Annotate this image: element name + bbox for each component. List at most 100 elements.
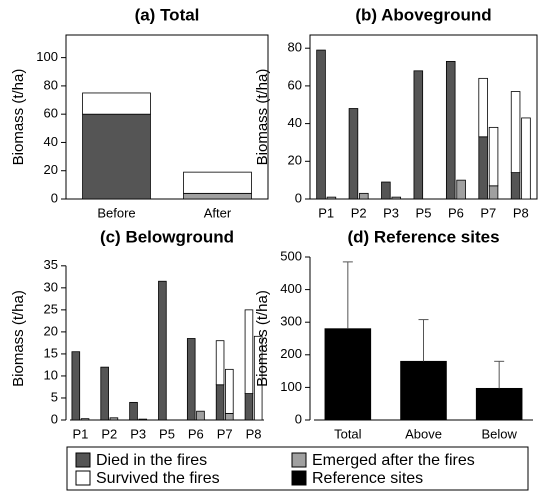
bar (82, 92, 151, 115)
legend-label: Reference sites (312, 470, 423, 487)
x-tick-label: Below (481, 426, 517, 441)
x-tick-label: Above (405, 426, 442, 441)
bar (82, 113, 151, 200)
y-tick-label: 20 (44, 162, 58, 177)
y-tick-label: 15 (44, 345, 58, 360)
bar (215, 340, 225, 386)
plot-frame (309, 34, 538, 200)
y-tick-label: 60 (44, 106, 58, 121)
panel-title: (b) Aboveground (355, 5, 491, 24)
bar (510, 91, 521, 174)
y-axis-label: Biomass (t/ha) (254, 69, 271, 166)
x-tick-label: P5 (416, 205, 432, 220)
bar (445, 60, 456, 200)
plot-frame (65, 34, 269, 200)
y-tick-label: 40 (44, 134, 58, 149)
x-tick-label: Total (334, 426, 362, 441)
bar (186, 338, 196, 421)
bar (359, 192, 369, 200)
bar (488, 185, 499, 200)
bar (381, 181, 391, 200)
bar (196, 410, 205, 421)
y-tick-label: 0 (295, 190, 302, 205)
y-axis-label: Biomass (t/ha) (10, 69, 27, 166)
x-tick-label: P7 (480, 205, 496, 220)
x-tick-label: P6 (448, 205, 464, 220)
panel-title: (d) Reference sites (347, 227, 499, 246)
x-tick-label: P2 (101, 426, 117, 441)
y-tick-label: 0 (295, 411, 302, 426)
y-tick-label: 35 (44, 257, 58, 272)
bar (475, 387, 523, 421)
x-tick-label: P2 (351, 205, 367, 220)
legend-swatch (75, 470, 91, 486)
x-tick-label: Before (97, 205, 135, 220)
y-tick-label: 0 (51, 190, 58, 205)
legend-label: Died in the fires (96, 452, 207, 469)
bar (324, 328, 372, 421)
bar (348, 108, 359, 200)
bar (244, 309, 254, 394)
y-tick-label: 500 (280, 248, 302, 263)
y-tick-label: 300 (280, 314, 302, 329)
y-tick-label: 60 (288, 77, 302, 92)
panel-title: (c) Belowground (100, 227, 234, 246)
y-tick-label: 20 (44, 323, 58, 338)
x-tick-label: P8 (513, 205, 529, 220)
bar (488, 126, 499, 187)
bar (183, 171, 252, 194)
legend-swatch (291, 452, 307, 468)
legend-swatch (75, 452, 91, 468)
y-axis-label: Biomass (t/ha) (254, 290, 271, 387)
bar (456, 179, 466, 200)
x-tick-label: P6 (188, 426, 204, 441)
y-tick-label: 100 (36, 49, 58, 64)
x-tick-label: P5 (159, 426, 175, 441)
x-tick-label: P1 (72, 426, 88, 441)
x-tick-label: P7 (217, 426, 233, 441)
bar (183, 192, 252, 200)
y-tick-label: 80 (288, 40, 302, 55)
x-tick-label: P8 (246, 426, 262, 441)
bar (225, 412, 234, 421)
y-tick-label: 20 (288, 153, 302, 168)
bar (158, 280, 167, 421)
y-axis-label: Biomass (t/ha) (10, 290, 27, 387)
y-tick-label: 100 (280, 379, 302, 394)
bar (326, 196, 337, 200)
y-tick-label: 0 (51, 411, 58, 426)
bar (71, 351, 81, 421)
y-tick-label: 30 (44, 279, 58, 294)
panel-title: (a) Total (135, 5, 200, 24)
legend-label: Survived the fires (96, 470, 220, 487)
bar (129, 401, 138, 421)
x-tick-label: P1 (318, 205, 334, 220)
y-tick-label: 400 (280, 281, 302, 296)
x-tick-label: P3 (130, 426, 146, 441)
bar (391, 196, 402, 200)
bar (100, 366, 109, 421)
bar (109, 417, 119, 421)
bar (225, 368, 234, 414)
bar (478, 77, 488, 138)
bar (478, 136, 488, 200)
bar (253, 335, 263, 421)
bar (215, 384, 225, 421)
bar (510, 172, 521, 200)
bar (413, 70, 424, 200)
legend-label: Emerged after the fires (312, 452, 475, 469)
bar (80, 418, 90, 421)
y-tick-label: 5 (51, 389, 58, 404)
legend-swatch (291, 470, 307, 486)
bar (138, 418, 148, 421)
y-tick-label: 200 (280, 346, 302, 361)
y-tick-label: 25 (44, 301, 58, 316)
x-tick-label: P3 (383, 205, 399, 220)
bar (316, 49, 326, 200)
y-tick-label: 80 (44, 77, 58, 92)
y-tick-label: 10 (44, 367, 58, 382)
bar (400, 360, 447, 421)
bar (244, 393, 254, 421)
